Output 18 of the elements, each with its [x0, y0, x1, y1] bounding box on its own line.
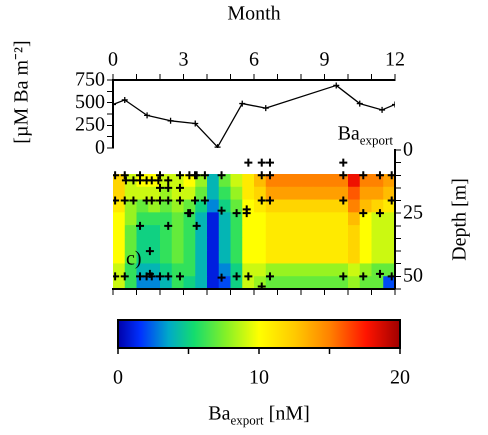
y-tick-label: 750	[75, 68, 105, 90]
y-tick-label: 500	[75, 90, 105, 113]
y-axis-title: Depth [m]	[448, 178, 470, 261]
x-tick-label: 6	[249, 48, 259, 70]
color-bar-label: 10	[249, 366, 269, 388]
y-tick-label: 0	[95, 136, 105, 158]
y-tick-label: 50	[403, 264, 423, 287]
y-tick-label: 0	[403, 138, 413, 160]
x-tick-label: 3	[178, 48, 188, 70]
x-axis-title: Month	[227, 2, 281, 24]
annotation: c)	[126, 247, 142, 270]
x-tick-label: 9	[320, 48, 330, 70]
color-bar-label: 0	[113, 366, 123, 388]
y-tick-label: 25	[403, 201, 423, 224]
x-tick-label: 12	[385, 48, 405, 70]
y-tick-label: 250	[75, 114, 105, 136]
color-bar-label: 20	[390, 366, 410, 388]
y-axis-title: [µM Ba m⁻²]	[10, 40, 32, 144]
